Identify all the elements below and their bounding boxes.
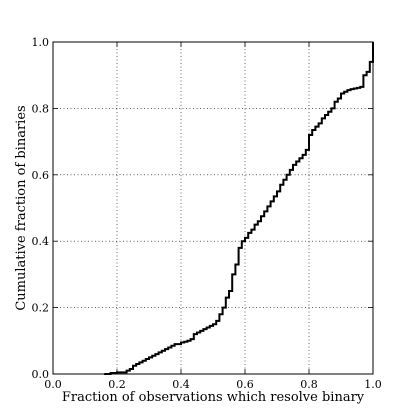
x-axis-ticks: 0.0 0.2 0.4 0.6 0.8 1.0 [44,42,382,391]
series-layer [104,42,374,375]
y-tick-label: 0.8 [32,102,50,115]
x-tick-label: 0.4 [172,378,190,391]
x-tick-label: 0.0 [44,378,62,391]
y-tick-label: 0.0 [32,368,50,381]
grid-lines [53,42,373,374]
y-tick-label: 1.0 [32,36,50,49]
y-axis-ticks: 0.0 0.2 0.4 0.6 0.8 1.0 [32,36,373,381]
x-tick-label: 0.2 [108,378,126,391]
x-axis-label: Fraction of observations which resolve b… [62,390,365,405]
x-tick-label: 0.6 [236,378,254,391]
y-axis-label: Cumulative fraction of binaries [14,105,29,310]
x-tick-label: 0.8 [300,378,318,391]
x-tick-label: 1.0 [364,378,382,391]
plot-frame [52,41,374,375]
cdf-series-line [104,42,374,375]
y-tick-label: 0.6 [32,169,50,182]
y-tick-label: 0.2 [32,302,50,315]
y-tick-label: 0.4 [32,235,50,248]
